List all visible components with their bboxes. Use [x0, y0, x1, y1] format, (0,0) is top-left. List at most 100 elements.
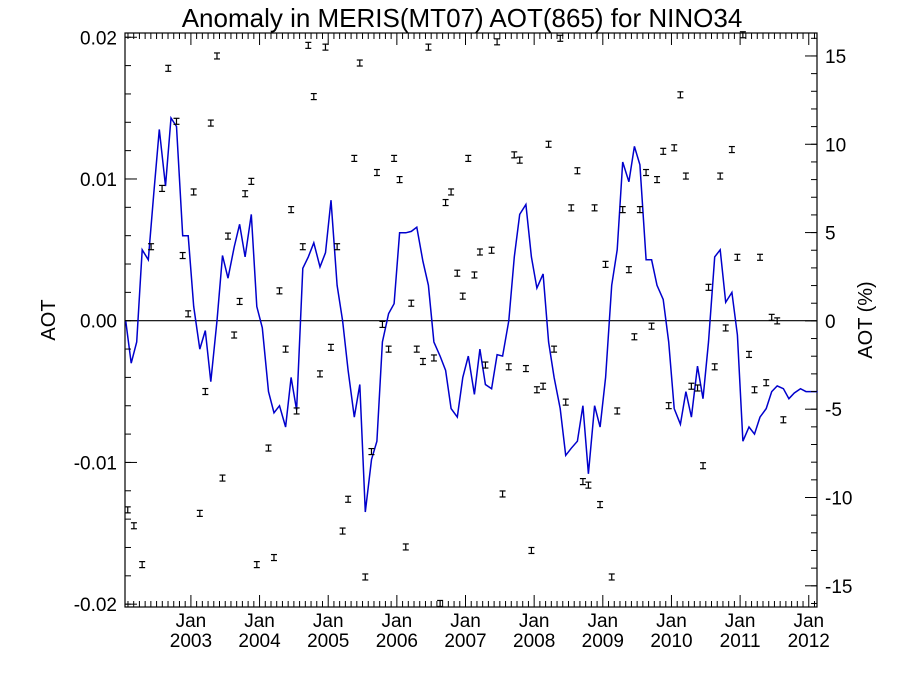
data-point — [379, 320, 386, 329]
data-point — [551, 345, 558, 353]
plot-frame — [124, 32, 818, 608]
data-point — [585, 481, 592, 489]
data-point — [528, 546, 535, 555]
x-tick-label-year: 2012 — [788, 631, 830, 652]
data-point — [351, 154, 358, 162]
data-point — [597, 500, 604, 509]
data-point — [511, 151, 518, 159]
data-point — [334, 243, 341, 251]
data-point — [207, 119, 214, 127]
data-point — [643, 168, 650, 177]
y-left-tick-label: 0.02 — [80, 28, 117, 49]
data-point — [202, 387, 209, 396]
y-right-tick-label: 0 — [825, 312, 836, 333]
data-point — [780, 416, 787, 424]
data-point — [236, 297, 243, 306]
data-point — [124, 506, 131, 514]
data-point — [516, 156, 523, 164]
data-point — [677, 91, 684, 99]
plot-area — [124, 31, 818, 608]
data-point — [631, 333, 638, 341]
data-point — [614, 407, 621, 415]
data-point — [442, 198, 449, 207]
data-point — [739, 31, 746, 39]
data-point — [602, 260, 609, 268]
y-left-tick-label: -0.02 — [74, 595, 117, 616]
data-point — [660, 147, 667, 155]
data-point — [533, 386, 540, 394]
data-point — [327, 343, 334, 351]
x-tick-label-month: Jan — [793, 611, 824, 632]
data-point — [763, 379, 770, 387]
x-tick-label-month: Jan — [656, 611, 687, 632]
data-point — [494, 38, 501, 46]
data-point — [173, 117, 180, 125]
x-tick-label-year: 2004 — [238, 631, 281, 652]
data-point — [625, 266, 632, 274]
data-point — [224, 232, 231, 240]
data-point — [362, 573, 369, 581]
x-axis: Jan2003Jan2004Jan2005Jan2006Jan2007Jan20… — [127, 33, 830, 652]
data-point — [270, 553, 277, 562]
data-point — [619, 206, 626, 214]
data-point — [591, 204, 598, 212]
data-point — [231, 331, 238, 339]
data-point — [437, 599, 444, 608]
data-point — [391, 154, 398, 162]
y-right-tick-label: -5 — [825, 400, 842, 421]
x-tick-label-year: 2010 — [650, 631, 692, 652]
data-point — [179, 251, 186, 260]
data-point — [705, 283, 712, 291]
data-point — [557, 34, 564, 42]
data-point — [728, 145, 735, 154]
data-point — [700, 462, 707, 470]
y-right-tick-label: 5 — [825, 224, 836, 245]
data-point — [265, 444, 272, 452]
data-point — [430, 354, 437, 362]
data-point — [648, 322, 655, 330]
x-tick-label-month: Jan — [382, 611, 413, 632]
data-point — [671, 144, 678, 152]
data-point — [471, 271, 478, 279]
data-point — [545, 140, 552, 148]
data-point — [408, 299, 415, 307]
data-point — [682, 172, 689, 180]
data-point — [654, 175, 661, 184]
data-point — [722, 324, 729, 332]
x-tick-label-year: 2005 — [307, 631, 349, 652]
data-point — [688, 382, 695, 390]
data-point — [293, 407, 300, 415]
data-point — [242, 190, 249, 198]
data-point — [522, 364, 529, 373]
data-point — [665, 402, 672, 410]
data-point — [356, 59, 363, 67]
data-point — [339, 527, 346, 535]
x-tick-label-year: 2007 — [444, 631, 486, 652]
data-point — [574, 167, 581, 175]
data-point — [159, 184, 166, 193]
chart-title: Anomaly in MERIS(MT07) AOT(865) for NINO… — [182, 3, 743, 33]
data-point — [579, 478, 586, 486]
x-tick-label-month: Jan — [450, 611, 481, 632]
data-point — [711, 363, 718, 371]
data-point — [130, 522, 137, 530]
x-tick-label-year: 2011 — [720, 631, 761, 652]
data-point — [454, 269, 461, 277]
data-point — [310, 92, 317, 101]
y-axis-left: 0.02 0.01 0.00 -0.01 -0.02 — [74, 28, 137, 616]
data-point — [322, 43, 329, 51]
x-tick-label-month: Jan — [176, 611, 207, 632]
data-point — [774, 317, 781, 325]
x-tick-label-year: 2006 — [376, 631, 418, 652]
data-point — [385, 345, 392, 353]
data-point — [316, 370, 323, 378]
x-tick-label-month: Jan — [725, 611, 756, 632]
data-point — [419, 357, 426, 366]
data-point — [396, 175, 403, 184]
data-point — [345, 495, 352, 503]
data-point — [282, 345, 289, 353]
data-point — [717, 172, 724, 180]
x-tick-label-month: Jan — [244, 611, 275, 632]
data-point — [505, 363, 512, 371]
